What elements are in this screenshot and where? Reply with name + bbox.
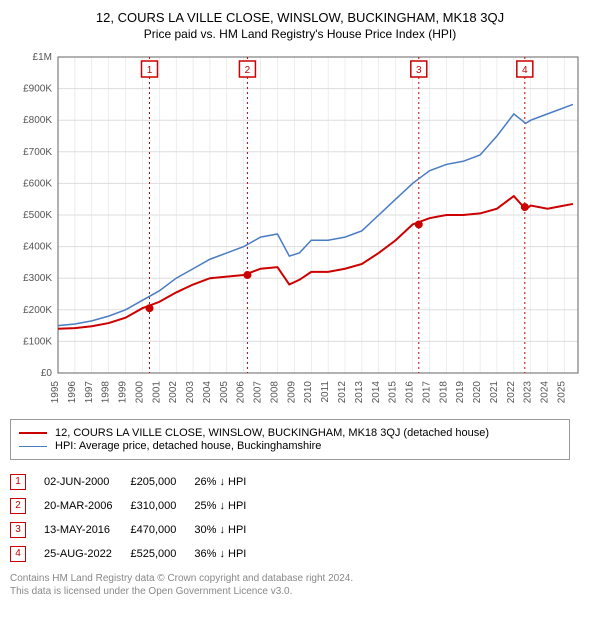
arrow-down-icon: ↓ bbox=[219, 500, 225, 512]
svg-text:3: 3 bbox=[416, 65, 422, 76]
table-row: 4 25-AUG-2022£525,00036% ↓ HPI bbox=[10, 542, 264, 566]
tx-price: £205,000 bbox=[130, 470, 194, 494]
table-row: 3 13-MAY-2016£470,00030% ↓ HPI bbox=[10, 518, 264, 542]
svg-text:2017: 2017 bbox=[421, 381, 432, 404]
svg-text:2009: 2009 bbox=[286, 381, 297, 404]
svg-text:2004: 2004 bbox=[202, 381, 213, 404]
svg-text:2023: 2023 bbox=[523, 381, 534, 404]
svg-text:2008: 2008 bbox=[269, 381, 280, 404]
svg-text:1998: 1998 bbox=[101, 381, 112, 404]
svg-text:2015: 2015 bbox=[388, 381, 399, 404]
chart-svg: £0 £100K £200K £300K £400K £500K £600K £700K £80… bbox=[10, 49, 590, 409]
svg-text:£200K: £200K bbox=[23, 305, 52, 316]
tx-price: £525,000 bbox=[130, 542, 194, 566]
tx-date: 25-AUG-2022 bbox=[44, 542, 130, 566]
svg-text:2007: 2007 bbox=[253, 381, 264, 404]
svg-text:2019: 2019 bbox=[455, 381, 466, 404]
transaction-table: 1 02-JUN-2000£205,00026% ↓ HPI 2 20-MAR-200… bbox=[10, 470, 264, 566]
svg-text:£700K: £700K bbox=[23, 147, 52, 158]
svg-text:2001: 2001 bbox=[151, 381, 162, 404]
footer-line-2: This data is licensed under the Open Gov… bbox=[10, 585, 590, 598]
svg-text:2003: 2003 bbox=[185, 381, 196, 404]
tx-date: 02-JUN-2000 bbox=[44, 470, 130, 494]
legend-swatch-property bbox=[19, 432, 47, 434]
table-row: 1 02-JUN-2000£205,00026% ↓ HPI bbox=[10, 470, 264, 494]
footer-note: Contains HM Land Registry data © Crown c… bbox=[10, 572, 590, 598]
svg-text:2016: 2016 bbox=[405, 381, 416, 404]
svg-text:2021: 2021 bbox=[489, 381, 500, 404]
chart-header: 12, COURS LA VILLE CLOSE, WINSLOW, BUCKI… bbox=[10, 10, 590, 41]
chart-title: 12, COURS LA VILLE CLOSE, WINSLOW, BUCKI… bbox=[10, 10, 590, 25]
tx-date: 13-MAY-2016 bbox=[44, 518, 130, 542]
svg-text:£300K: £300K bbox=[23, 273, 52, 284]
arrow-down-icon: ↓ bbox=[219, 548, 225, 560]
tx-price: £470,000 bbox=[130, 518, 194, 542]
svg-text:1: 1 bbox=[147, 65, 153, 76]
svg-text:2000: 2000 bbox=[134, 381, 145, 404]
svg-text:1997: 1997 bbox=[84, 381, 95, 404]
tx-marker: 2 bbox=[10, 498, 26, 514]
svg-text:1996: 1996 bbox=[67, 381, 78, 404]
tx-delta: 26% ↓ HPI bbox=[194, 470, 264, 494]
svg-text:1995: 1995 bbox=[50, 381, 61, 404]
svg-text:2010: 2010 bbox=[303, 381, 314, 404]
tx-marker: 1 bbox=[10, 474, 26, 490]
legend-label-property: 12, COURS LA VILLE CLOSE, WINSLOW, BUCKI… bbox=[55, 427, 489, 439]
chart-subtitle: Price paid vs. HM Land Registry's House … bbox=[10, 27, 590, 41]
tx-delta: 36% ↓ HPI bbox=[194, 542, 264, 566]
svg-text:2013: 2013 bbox=[354, 381, 365, 404]
svg-text:2012: 2012 bbox=[337, 381, 348, 404]
svg-text:£100K: £100K bbox=[23, 336, 52, 347]
tx-price: £310,000 bbox=[130, 494, 194, 518]
legend-swatch-hpi bbox=[19, 446, 47, 447]
legend-item-hpi: HPI: Average price, detached house, Buck… bbox=[19, 440, 561, 452]
arrow-down-icon: ↓ bbox=[219, 476, 225, 488]
legend: 12, COURS LA VILLE CLOSE, WINSLOW, BUCKI… bbox=[10, 419, 570, 460]
tx-marker: 4 bbox=[10, 546, 26, 562]
svg-text:2002: 2002 bbox=[168, 381, 179, 404]
price-chart: £0 £100K £200K £300K £400K £500K £600K £700K £80… bbox=[10, 49, 590, 409]
svg-text:2020: 2020 bbox=[472, 381, 483, 404]
tx-date: 20-MAR-2006 bbox=[44, 494, 130, 518]
svg-text:2: 2 bbox=[245, 65, 251, 76]
svg-text:2024: 2024 bbox=[540, 381, 551, 404]
svg-text:2018: 2018 bbox=[438, 381, 449, 404]
svg-text:2022: 2022 bbox=[506, 381, 517, 404]
tx-marker: 3 bbox=[10, 522, 26, 538]
legend-item-property: 12, COURS LA VILLE CLOSE, WINSLOW, BUCKI… bbox=[19, 427, 561, 439]
tx-delta: 30% ↓ HPI bbox=[194, 518, 264, 542]
table-row: 2 20-MAR-2006£310,00025% ↓ HPI bbox=[10, 494, 264, 518]
svg-text:1999: 1999 bbox=[118, 381, 129, 404]
svg-text:£1M: £1M bbox=[33, 52, 52, 63]
legend-label-hpi: HPI: Average price, detached house, Buck… bbox=[55, 440, 321, 452]
svg-text:£900K: £900K bbox=[23, 84, 52, 95]
svg-text:2005: 2005 bbox=[219, 381, 230, 404]
svg-text:2011: 2011 bbox=[320, 381, 331, 403]
arrow-down-icon: ↓ bbox=[219, 524, 225, 536]
svg-text:£600K: £600K bbox=[23, 178, 52, 189]
svg-text:£0: £0 bbox=[41, 368, 53, 379]
svg-text:£400K: £400K bbox=[23, 242, 52, 253]
tx-delta: 25% ↓ HPI bbox=[194, 494, 264, 518]
svg-text:4: 4 bbox=[522, 65, 528, 76]
svg-text:£500K: £500K bbox=[23, 210, 52, 221]
svg-text:2006: 2006 bbox=[236, 381, 247, 404]
svg-text:£800K: £800K bbox=[23, 115, 52, 126]
svg-text:2014: 2014 bbox=[371, 381, 382, 404]
footer-line-1: Contains HM Land Registry data © Crown c… bbox=[10, 572, 590, 585]
svg-text:2025: 2025 bbox=[556, 381, 567, 404]
